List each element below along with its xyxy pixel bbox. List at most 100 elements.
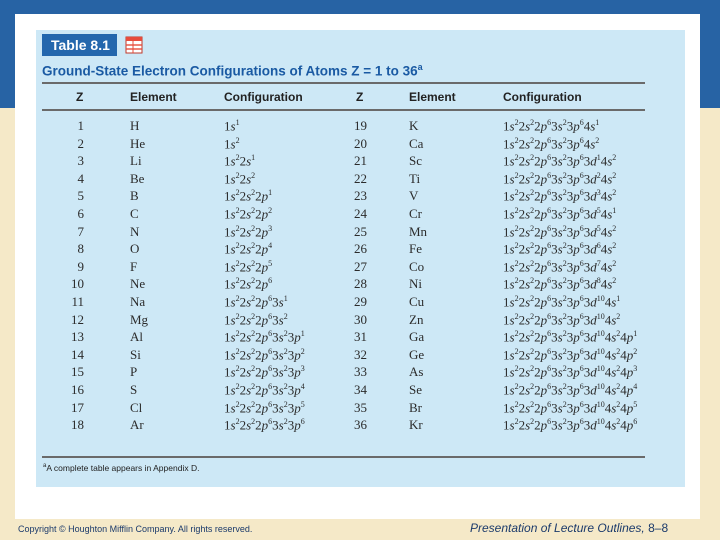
cell-element-left: He <box>130 135 146 151</box>
cell-z-right: 36 <box>354 417 367 433</box>
cell-config-right: 1s22s22p63s23p63d64s2 <box>503 241 617 257</box>
cell-config-right: 1s22s22p63s23p64s2 <box>503 135 600 151</box>
cell-element-left: Ne <box>130 276 146 292</box>
cell-element-right: Cr <box>409 206 422 221</box>
cell-z-right: 35 <box>354 399 367 415</box>
cell-config-left: 1s22s22p2 <box>224 206 273 222</box>
table-row: 12 Mg 1s22s22p63s2 30 Zn 1s22s22p63s23p63d104… <box>0 312 720 330</box>
cell-z-right: 27 <box>354 258 367 274</box>
cell-element-right: Zn <box>409 311 424 327</box>
cell-element-right: Ga <box>409 329 425 345</box>
cell-config-left: 1s22s22p63s1 <box>224 294 288 310</box>
cell-z-left: 18 <box>71 417 84 433</box>
cell-z-right: 31 <box>354 329 367 345</box>
cell-config-left: 1s22s22p63s23p3 <box>224 364 305 380</box>
cell-z-left: 4 <box>77 170 85 186</box>
cell-config-left: 1s1 <box>224 118 240 134</box>
cell-config-left: 1s22s22p63s23p4 <box>224 382 305 398</box>
cell-z-left: 3 <box>77 153 85 169</box>
caption-text: Ground-State Electron Configurations of … <box>42 63 418 79</box>
cell-element-left: P <box>130 364 138 380</box>
cell-element-right: Fe <box>409 241 422 257</box>
cell-z-left: 2 <box>77 135 85 151</box>
cell-element-right: Co <box>409 258 425 274</box>
cell-z-right: 22 <box>354 170 367 186</box>
cell-z-right: 19 <box>354 118 367 133</box>
table-row: 2 He 1s2 20 Ca 1s22s22p63s23p64s2 <box>0 136 720 154</box>
cell-element-left: Si <box>130 346 141 362</box>
cell-z-right: 25 <box>354 223 367 239</box>
cell-element-left: C <box>130 206 139 221</box>
header-element-right: Element <box>409 90 456 104</box>
cell-element-left: Mg <box>130 311 149 327</box>
header-z-left: Z <box>76 90 84 104</box>
cell-element-left: H <box>130 118 140 133</box>
cell-z-left: 13 <box>71 329 84 345</box>
rule-top <box>42 82 645 84</box>
table-panel <box>36 30 685 487</box>
cell-element-left: F <box>130 258 138 274</box>
cell-z-left: 12 <box>71 311 84 327</box>
cell-z-right: 24 <box>354 206 367 221</box>
cell-element-right: K <box>409 118 419 133</box>
cell-z-right: 33 <box>354 364 367 380</box>
cell-config-left: 1s22s22p3 <box>224 223 273 239</box>
table-row: 6 C 1s22s22p2 24 Cr 1s22s22p63s23p63d54s1 <box>0 206 720 224</box>
cell-element-left: B <box>130 188 139 204</box>
table-footnote: aA complete table appears in Appendix D. <box>43 463 199 473</box>
cell-z-left: 6 <box>77 206 85 221</box>
table-row: 15 P 1s22s22p63s23p3 33 As 1s22s22p63s23p63d1… <box>0 364 720 382</box>
table-row: 7 N 1s22s22p3 25 Mn 1s22s22p63s23p63d54s2 <box>0 224 720 242</box>
cell-config-right: 1s22s22p63s23p63d74s2 <box>503 258 617 275</box>
cell-element-left: Al <box>130 329 143 345</box>
cell-config-right: 1s22s22p63s23p63d34s2 <box>503 188 617 204</box>
cell-z-right: 30 <box>354 311 367 327</box>
cell-config-right: 1s22s22p63s23p63d104s24p5 <box>503 399 638 415</box>
header-z-right: Z <box>356 90 364 104</box>
cell-z-left: 11 <box>71 294 84 309</box>
cell-element-left: Li <box>130 153 142 169</box>
presentation-label: Presentation of Lecture Outlines, 8–8 <box>470 521 668 535</box>
cell-element-right: Ge <box>409 346 425 362</box>
cell-z-right: 32 <box>354 346 367 362</box>
cell-element-left: N <box>130 223 140 239</box>
header-config-left: Configuration <box>224 90 303 104</box>
cell-z-left: 14 <box>71 346 84 362</box>
cell-z-right: 23 <box>354 188 367 204</box>
table-row: 3 Li 1s22s1 21 Sc 1s22s22p63s23p63d14s2 <box>0 153 720 171</box>
cell-config-right: 1s22s22p63s23p63d104s24p2 <box>503 346 638 363</box>
cell-element-right: Ni <box>409 276 422 292</box>
cell-config-right: 1s22s22p63s23p63d14s2 <box>503 153 617 169</box>
table-icon <box>125 36 143 54</box>
cell-z-left: 7 <box>77 223 85 239</box>
cell-config-right: 1s22s22p63s23p63d104s24p4 <box>503 382 638 398</box>
cell-z-left: 5 <box>77 188 85 204</box>
cell-config-left: 1s22s22p6 <box>224 276 273 292</box>
cell-config-left: 1s22s1 <box>224 153 256 169</box>
page-number: 8–8 <box>648 521 669 535</box>
table-row: 9 F 1s22s22p5 27 Co 1s22s22p63s23p63d74s2 <box>0 259 720 277</box>
rule-header <box>42 109 645 111</box>
cell-config-left: 1s22s2 <box>224 170 256 187</box>
cell-config-right: 1s22s22p63s23p63d104s24p6 <box>503 417 638 433</box>
presentation-title: Presentation of Lecture Outlines, <box>470 521 645 535</box>
cell-element-right: Sc <box>409 153 422 169</box>
cell-z-right: 20 <box>354 135 367 151</box>
table-row: 8 O 1s22s22p4 26 Fe 1s22s22p63s23p63d64s2 <box>0 241 720 259</box>
header-element-left: Element <box>130 90 177 104</box>
cell-element-left: Be <box>130 170 145 186</box>
table-row: 4 Be 1s22s2 22 Ti 1s22s22p63s23p63d24s2 <box>0 171 720 189</box>
cell-element-right: Ti <box>409 170 421 186</box>
cell-config-left: 1s22s22p63s2 <box>224 311 288 327</box>
cell-config-left: 1s22s22p63s23p1 <box>224 329 305 345</box>
table-tag: Table 8.1 <box>42 34 117 56</box>
cell-z-left: 16 <box>71 382 84 397</box>
cell-config-left: 1s22s22p63s23p5 <box>224 399 305 415</box>
cell-element-left: O <box>130 241 140 257</box>
footnote-text: A complete table appears in Appendix D. <box>46 463 200 473</box>
table-row: 1 H 1s1 19 K 1s22s22p63s23p64s1 <box>0 118 720 136</box>
table-row: 17 Cl 1s22s22p63s23p5 35 Br 1s22s22p63s23p63d… <box>0 400 720 418</box>
cell-config-right: 1s22s22p63s23p63d54s1 <box>503 206 617 222</box>
cell-z-right: 26 <box>354 241 367 257</box>
cell-z-left: 15 <box>71 364 84 380</box>
